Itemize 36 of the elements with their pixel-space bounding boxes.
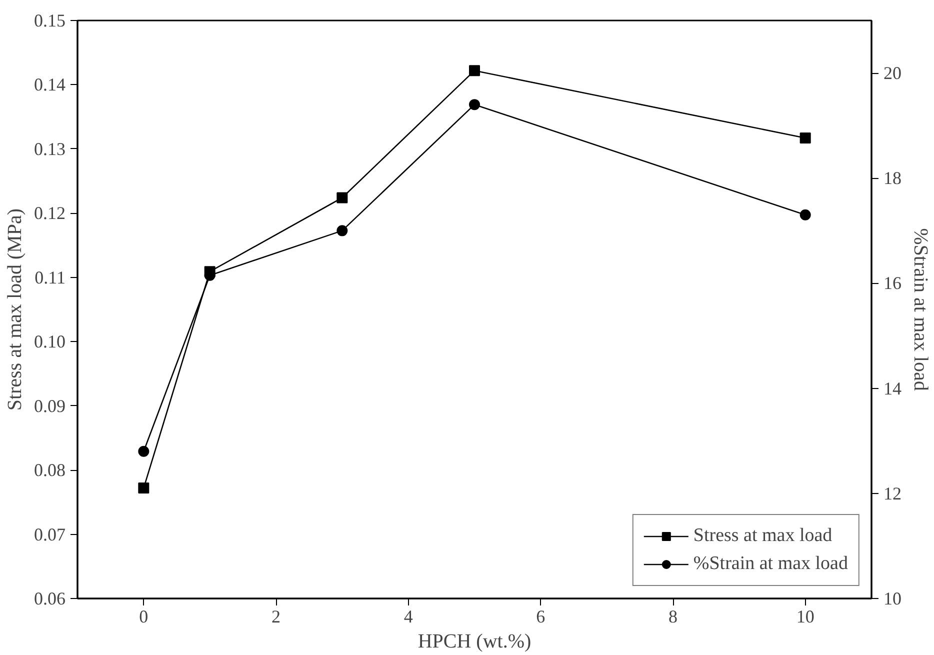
point: [138, 446, 150, 457]
x-tick-label: 0: [139, 606, 148, 626]
y2-tick-label: 18: [884, 168, 902, 188]
y-tick-label: 0.08: [34, 460, 66, 480]
y-tick-label: 0.14: [34, 74, 66, 95]
y2-tick-label: 20: [884, 63, 902, 84]
y-tick-label: 0.15: [34, 10, 66, 30]
y-axis-title: Stress at max load (MPa): [4, 208, 26, 411]
y2-tick-label: 16: [884, 273, 902, 294]
legend-label: %Strain at max load: [693, 553, 848, 575]
y2-tick-label: 10: [884, 588, 902, 608]
y-tick-label: 0.09: [34, 396, 66, 416]
y-tick-label: 0.10: [34, 332, 66, 352]
point: [469, 99, 480, 110]
x-tick-label: 10: [796, 606, 814, 626]
y-tick-label: 0.07: [34, 524, 66, 544]
point: [138, 482, 150, 494]
x-tick-label: 4: [404, 606, 413, 626]
y2-tick-label: 14: [884, 378, 902, 398]
y-tick-label: 0.11: [34, 267, 66, 288]
x-tick-label: 2: [272, 606, 280, 626]
point: [469, 65, 480, 76]
point: [336, 225, 348, 236]
x-tick-label: 6: [536, 606, 546, 626]
point: [336, 192, 348, 204]
y-tick-label: 0.06: [34, 588, 66, 608]
legend-label: Stress at max load: [693, 525, 832, 547]
x-axis-title: HPCH (wt.%): [418, 630, 532, 652]
y2-axis-title: %Strain at max load: [910, 228, 932, 391]
y2-tick-label: 12: [884, 483, 902, 504]
point: [204, 266, 216, 278]
x-tick-label: 8: [668, 606, 678, 626]
point: [800, 132, 811, 144]
y-tick-label: 0.13: [34, 138, 66, 159]
y-tick-label: 0.12: [34, 203, 66, 224]
point: [800, 209, 811, 220]
